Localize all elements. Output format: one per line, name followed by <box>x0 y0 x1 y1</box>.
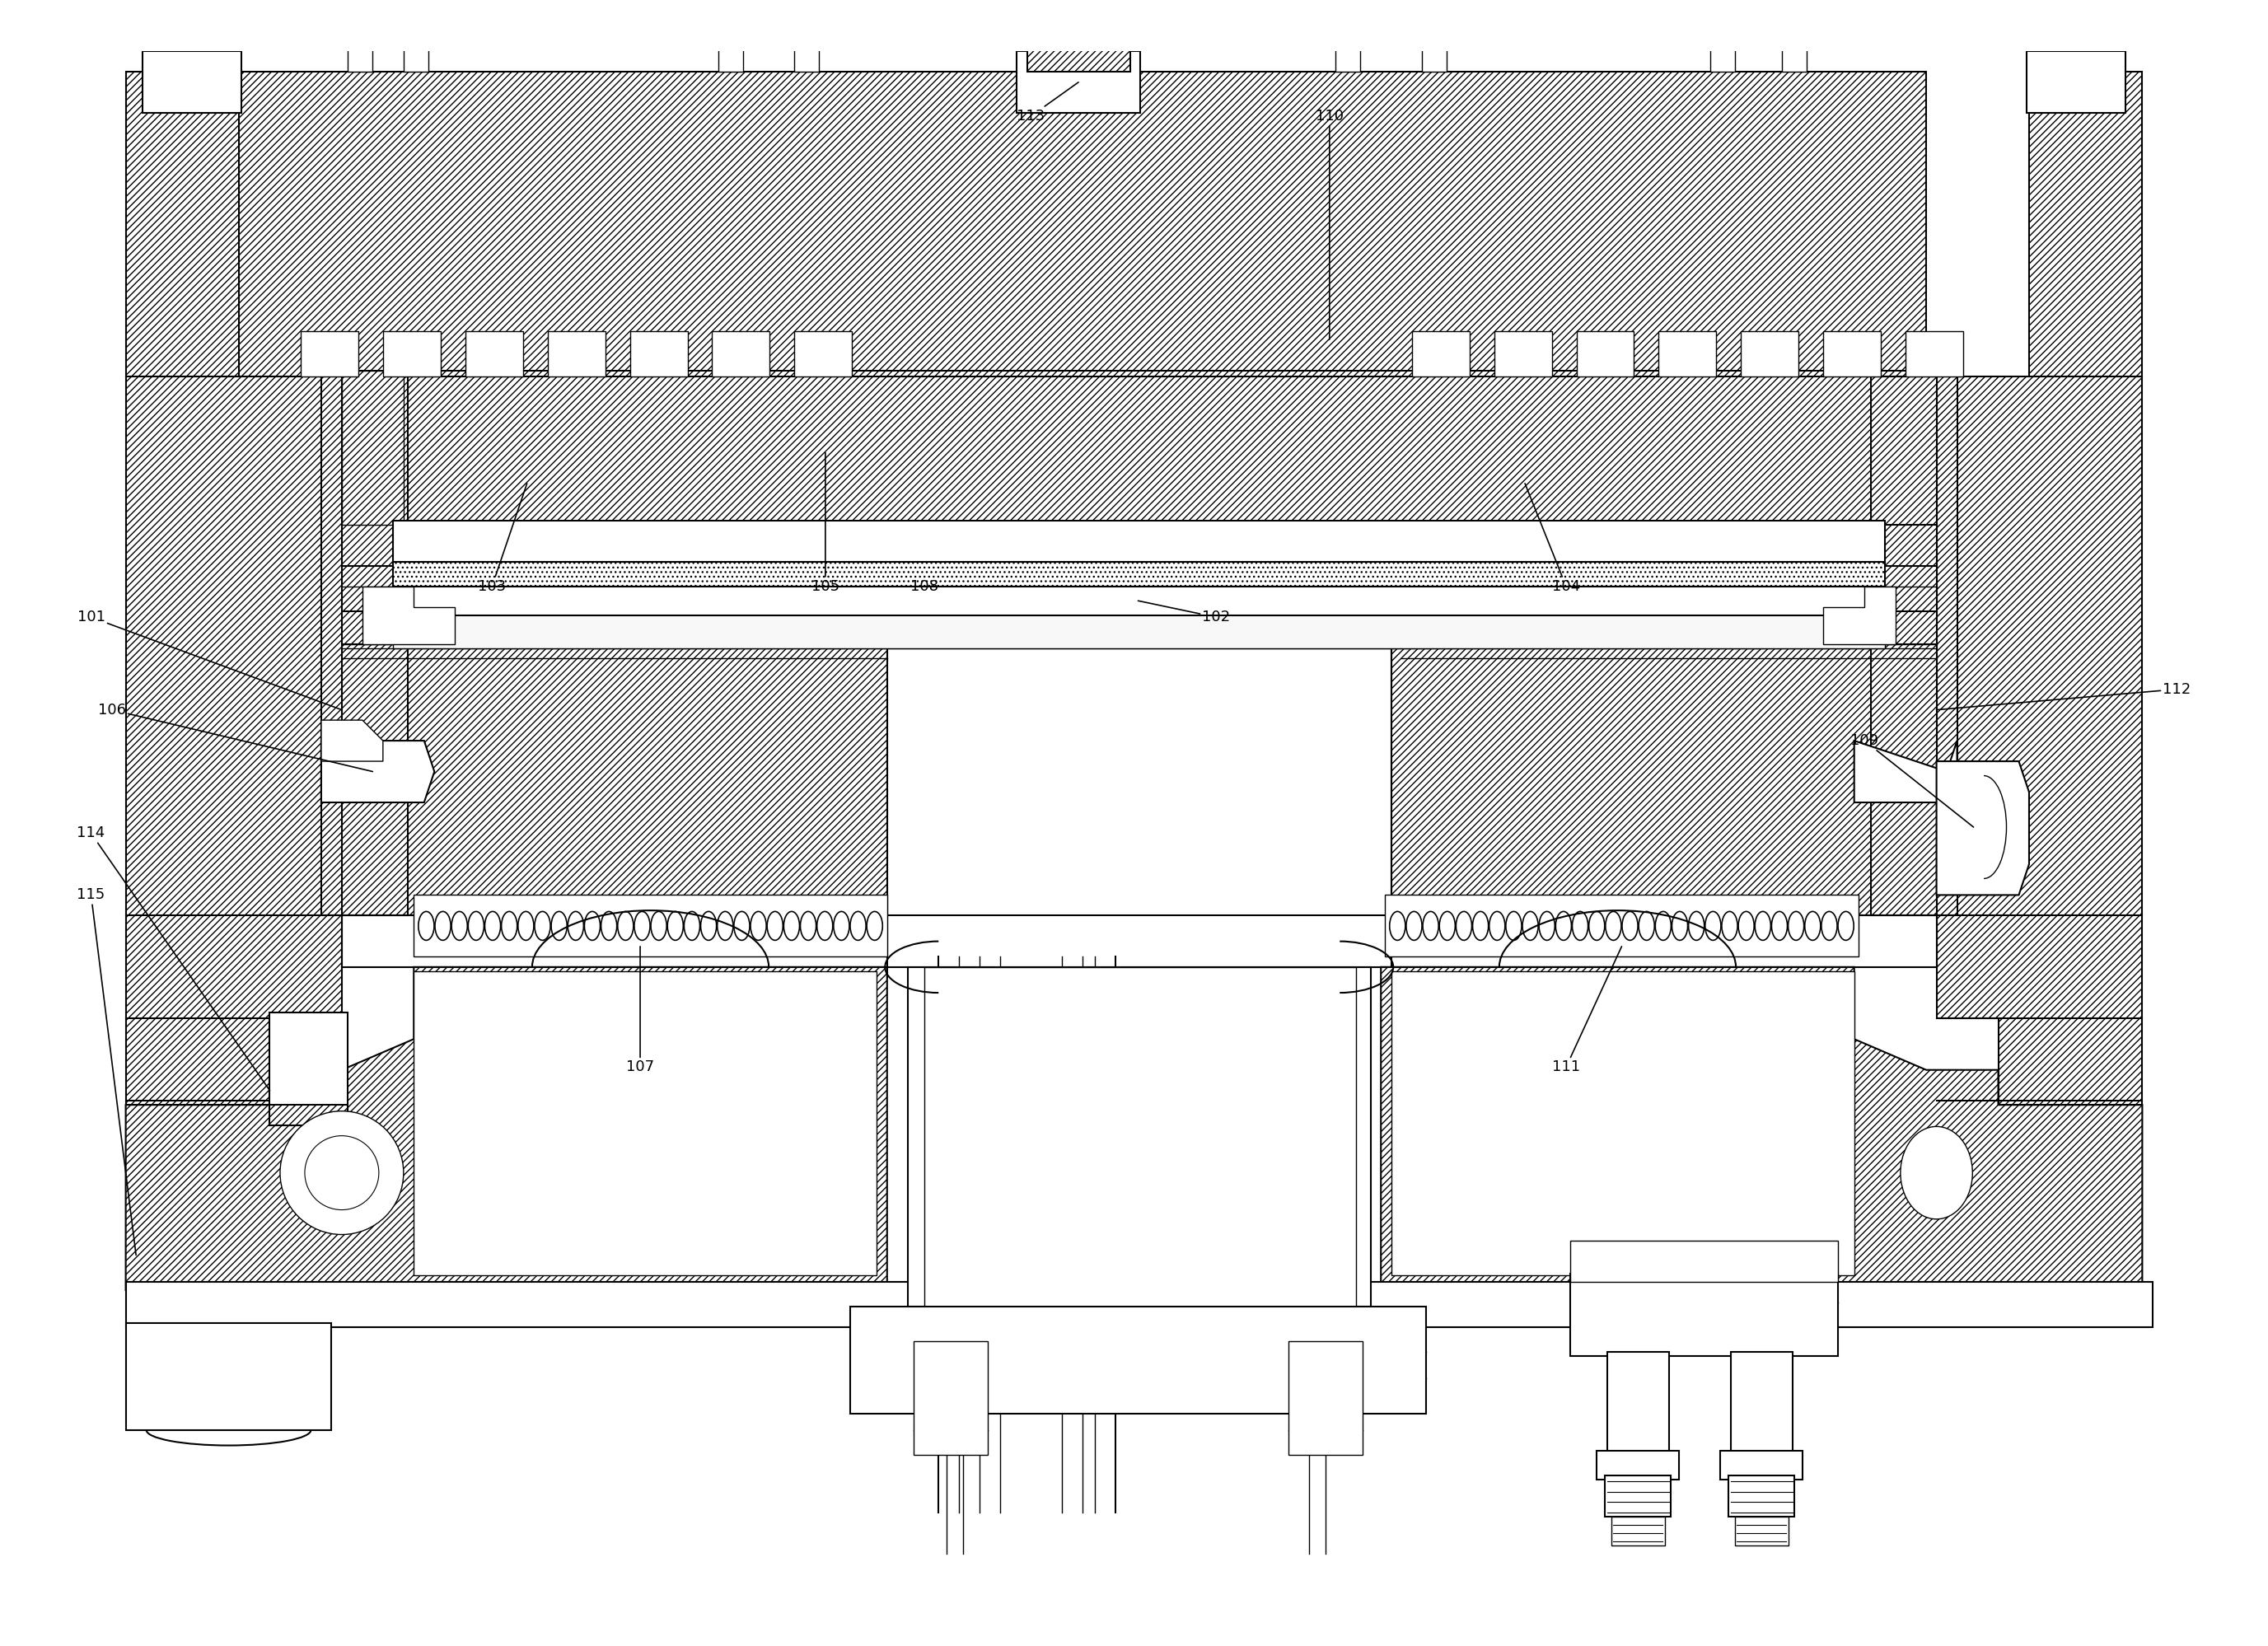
Bar <box>1576 331 1633 377</box>
Bar <box>794 331 853 377</box>
Polygon shape <box>1735 1516 1789 1546</box>
Text: 114: 114 <box>77 826 270 1091</box>
Polygon shape <box>322 741 435 802</box>
Bar <box>1569 1241 1837 1282</box>
Text: 113: 113 <box>1016 82 1080 123</box>
Bar <box>547 331 606 377</box>
Text: 110: 110 <box>1315 109 1343 339</box>
Polygon shape <box>1823 586 1896 644</box>
Bar <box>125 1323 331 1430</box>
Bar <box>1721 1450 1803 1480</box>
Bar <box>2028 51 2125 114</box>
Polygon shape <box>1855 741 1957 802</box>
Text: 115: 115 <box>77 887 136 1256</box>
Bar <box>631 331 687 377</box>
Bar <box>270 1104 347 1126</box>
Bar <box>347 35 372 72</box>
Bar <box>404 35 429 72</box>
Bar <box>914 1341 989 1455</box>
Bar <box>1411 331 1470 377</box>
Bar <box>1728 1475 1794 1516</box>
Bar <box>1027 41 1129 72</box>
Bar <box>1742 331 1799 377</box>
Text: 106: 106 <box>98 703 372 772</box>
Text: 111: 111 <box>1551 946 1622 1075</box>
Text: 104: 104 <box>1524 484 1581 594</box>
Bar <box>143 51 240 114</box>
Polygon shape <box>1610 1516 1665 1546</box>
Polygon shape <box>1937 760 2030 895</box>
Polygon shape <box>363 586 456 644</box>
Bar <box>1390 971 1855 1276</box>
Polygon shape <box>1381 968 2143 1290</box>
Bar <box>1730 1351 1792 1455</box>
Ellipse shape <box>1901 1126 1973 1220</box>
Bar <box>794 35 819 72</box>
Bar <box>1823 331 1880 377</box>
Bar <box>1495 331 1551 377</box>
Text: 112: 112 <box>1937 681 2191 709</box>
Bar <box>125 1104 342 1290</box>
Bar <box>2030 72 2143 377</box>
Bar <box>1608 1351 1669 1455</box>
Polygon shape <box>125 377 342 1111</box>
Bar <box>1569 1274 1837 1356</box>
Bar <box>719 35 744 72</box>
Bar <box>1386 895 1857 956</box>
Bar <box>465 331 524 377</box>
Text: 109: 109 <box>1851 732 1973 828</box>
Bar <box>342 370 404 525</box>
Bar <box>1710 35 1735 72</box>
Bar <box>1871 377 1957 915</box>
Bar <box>1783 35 1808 72</box>
Bar <box>342 370 1937 525</box>
Bar <box>413 895 887 956</box>
Bar <box>383 331 440 377</box>
Text: 101: 101 <box>77 609 342 709</box>
Circle shape <box>279 1111 404 1234</box>
Bar <box>1288 1341 1363 1455</box>
Bar <box>850 1307 1427 1414</box>
Bar <box>907 968 1370 1307</box>
Bar <box>322 377 408 915</box>
Bar <box>392 520 1885 566</box>
Bar <box>1016 51 1141 114</box>
Text: 103: 103 <box>479 484 526 594</box>
Polygon shape <box>322 719 383 760</box>
Circle shape <box>304 1136 379 1210</box>
Bar <box>392 611 1885 649</box>
Bar <box>392 561 1885 586</box>
Bar <box>413 971 878 1276</box>
Bar <box>1658 331 1717 377</box>
Bar <box>923 968 1356 1307</box>
Text: 102: 102 <box>1139 601 1229 624</box>
Bar <box>229 72 1926 377</box>
Text: 107: 107 <box>626 946 653 1075</box>
Polygon shape <box>125 968 887 1290</box>
Bar <box>712 331 769 377</box>
Bar <box>1422 35 1447 72</box>
Bar <box>342 644 887 915</box>
Bar <box>125 1282 2152 1327</box>
Bar <box>392 586 1885 616</box>
Bar <box>1390 644 1937 915</box>
Text: 105: 105 <box>812 453 839 594</box>
Bar <box>1926 1104 2143 1290</box>
Bar <box>1336 35 1361 72</box>
Text: 108: 108 <box>909 579 939 594</box>
Bar <box>125 72 238 377</box>
Bar <box>270 1012 347 1126</box>
Bar <box>1606 1475 1672 1516</box>
Polygon shape <box>1937 377 2143 1111</box>
Bar <box>1597 1450 1678 1480</box>
Bar <box>302 331 358 377</box>
Bar <box>1905 331 1964 377</box>
